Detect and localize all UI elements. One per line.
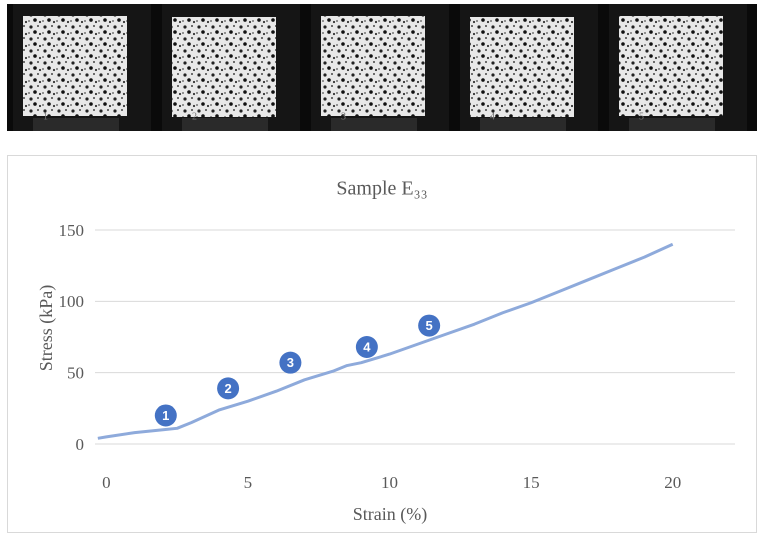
- sample-photo: [23, 16, 127, 116]
- annotation-marker: [217, 377, 240, 400]
- y-axis-label: Stress (kPa): [36, 285, 57, 372]
- data-line: [97, 242, 674, 440]
- annotation-label: 2: [224, 381, 231, 396]
- platen: [480, 118, 566, 131]
- annotation-label: 3: [287, 355, 294, 370]
- panel-label: 1: [43, 111, 48, 122]
- annotation-marker: [418, 314, 441, 337]
- sample-photo: [470, 17, 574, 117]
- panel-label: 4: [490, 111, 495, 122]
- y-tick-label: 50: [67, 364, 84, 383]
- sample-photo: [619, 16, 723, 116]
- photo-panels: 1 2 3 4 5: [13, 4, 747, 131]
- panel-label: 5: [639, 111, 644, 122]
- y-tick-label: 0: [76, 435, 85, 454]
- panel-label: 2: [192, 111, 197, 122]
- x-tick-label: 5: [244, 473, 253, 492]
- platen: [33, 118, 119, 131]
- x-tick-label: 20: [664, 473, 681, 492]
- platen: [182, 118, 268, 131]
- annotation-marker: [279, 351, 302, 374]
- x-axis-label: Strain (%): [353, 504, 427, 525]
- x-tick-label: 10: [381, 473, 398, 492]
- chart-title: Sample E₃₃: [336, 178, 427, 200]
- annotation-label: 5: [426, 318, 433, 333]
- y-tick-label: 150: [59, 221, 85, 240]
- panel-label: 3: [341, 111, 346, 122]
- x-tick-label: 0: [102, 473, 111, 492]
- chart-frame: [7, 155, 757, 533]
- sample-photo: [172, 17, 276, 117]
- annotation-marker: [154, 404, 177, 427]
- annotation-label: 4: [363, 339, 371, 354]
- platen: [629, 118, 715, 131]
- platen: [331, 118, 417, 131]
- sample-photo: [321, 16, 425, 116]
- x-tick-label: 15: [523, 473, 540, 492]
- annotation-label: 1: [162, 408, 169, 423]
- annotation-marker: [355, 335, 378, 358]
- y-tick-label: 100: [59, 292, 85, 311]
